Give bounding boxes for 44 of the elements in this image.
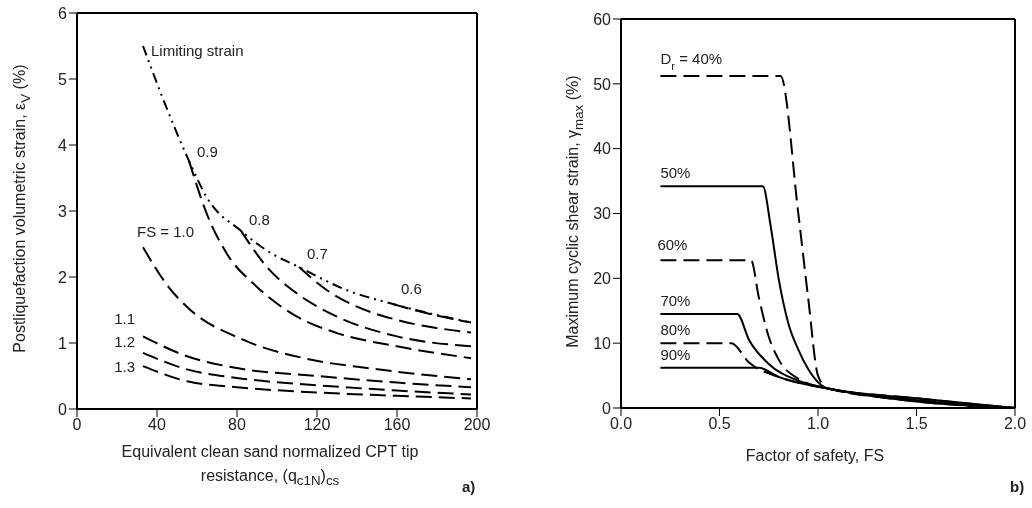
series-label: 1.2 [114,332,135,350]
series-label: 70% [660,291,691,309]
y-tick-label: 30 [593,205,612,223]
x-tick-label: 0.0 [609,415,633,433]
x-tick-label: 1.0 [806,415,830,433]
series-label: D$_{r}$ = 40% [660,50,723,73]
x-tick-label: 160 [383,416,411,434]
y-tick-label: 0 [58,400,68,418]
series-label: 0.6 [401,280,422,298]
y-tick-label: 40 [593,140,612,158]
x-tick-label: 0 [72,416,82,434]
y-tick-label: 50 [593,75,612,93]
y-tick-label: 6 [58,4,68,22]
y-tick-label: 10 [593,334,612,352]
series-label: 0.8 [249,210,270,228]
series-label: 1.3 [114,358,135,376]
x-tick-label: 2.0 [1003,415,1027,433]
x-tick-label: 0.5 [708,415,731,433]
x-axis-title: Equivalent clean sand normalized CPT tip resistance, (q$_{c1N}$)$_{cs}$ [120,442,420,491]
y-tick-label: 20 [593,270,612,288]
y-tick-label: 1 [58,334,68,352]
series-label: 90% [660,345,691,363]
y-tick-label: 0 [602,399,612,417]
series-label: 0.9 [197,142,218,160]
series-label: 50% [660,164,691,182]
series-label: 1.1 [114,310,135,328]
series-label: 0.7 [307,245,328,263]
text: a) [462,478,476,495]
series-label: Limiting strain [151,42,244,59]
y-tick-label: 4 [58,136,68,154]
y-tick-label: 60 [593,10,612,28]
x-axis-title: Factor of safety, FS [744,446,886,466]
x-tick-label: 40 [148,416,166,434]
series-label: 80% [660,321,691,339]
x-tick-label: 120 [303,416,331,434]
x-tick-label: 200 [463,416,491,434]
y-tick-label: 2 [58,268,68,286]
x-tick-label: 80 [228,416,246,434]
series-label: 60% [657,236,688,254]
text: b) [1010,478,1025,495]
y-tick-label: 5 [58,70,68,88]
y-tick-label: 3 [58,202,68,220]
series-label: FS = 1.0 [137,223,195,241]
x-tick-label: 1.5 [905,415,928,433]
